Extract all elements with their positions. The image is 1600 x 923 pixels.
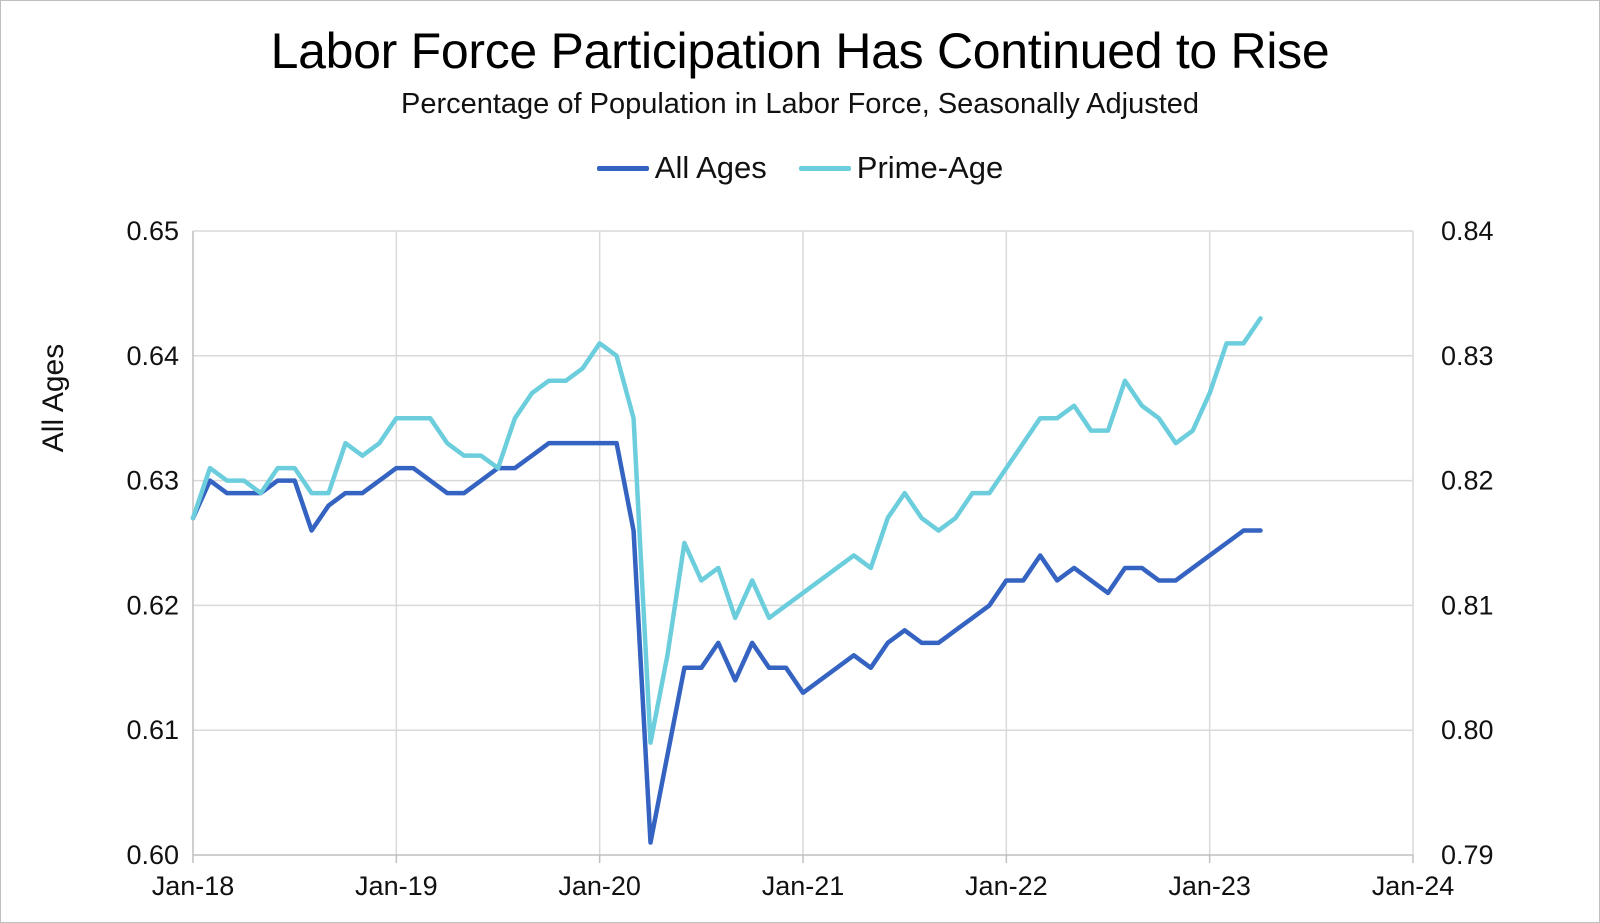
y-tick-label-right: 0.79 — [1441, 840, 1494, 870]
legend-swatch-all-ages — [596, 165, 649, 171]
y-axis-title: All Ages — [37, 344, 70, 452]
series-line-prime-age — [190, 316, 1263, 745]
legend-label-all-ages: All Ages — [654, 150, 767, 185]
legend-item-prime-age: Prime-Age — [798, 150, 1004, 186]
x-tick-label: Jan-23 — [1168, 871, 1251, 901]
y-tick-label-right: 0.80 — [1441, 715, 1494, 745]
chart-legend: All Ages Prime-Age — [0, 150, 1600, 186]
tick-labels: 0.60 0.79 0.61 0.80 0.62 0.81 0.63 0.82 0.64 0.83… — [126, 216, 1493, 901]
y-tick-label-right: 0.83 — [1441, 341, 1494, 371]
chart-subtitle: Percentage of Population in Labor Force,… — [400, 88, 1200, 120]
x-tick-label: Jan-19 — [355, 871, 438, 901]
y-tick-label-left: 0.64 — [126, 341, 179, 371]
y-tick-label-left: 0.62 — [126, 590, 179, 620]
legend-label-prime-age: Prime-Age — [856, 150, 1004, 185]
series-lines — [190, 316, 1263, 845]
series-line-all-ages — [190, 440, 1263, 845]
y-tick-label-right: 0.84 — [1441, 216, 1494, 246]
y-tick-label-right: 0.81 — [1441, 590, 1494, 620]
x-tick-label: Jan-22 — [965, 871, 1048, 901]
x-tick-label: Jan-24 — [1372, 871, 1455, 901]
axes — [192, 231, 1414, 863]
legend-swatch-prime-age — [798, 165, 851, 171]
y-tick-label-left: 0.63 — [126, 466, 179, 496]
y-tick-label-left: 0.65 — [126, 216, 179, 246]
x-tick-label: Jan-21 — [762, 871, 845, 901]
x-tick-label: Jan-20 — [558, 871, 641, 901]
x-tick-label: Jan-18 — [152, 871, 235, 901]
y-tick-label-left: 0.60 — [126, 840, 179, 870]
gridlines — [193, 230, 1414, 855]
legend-item-all-ages: All Ages — [596, 150, 767, 186]
chart-title: Labor Force Participation Has Continued … — [270, 23, 1330, 79]
y-tick-label-right: 0.82 — [1441, 466, 1494, 496]
y-tick-label-left: 0.61 — [126, 715, 179, 745]
